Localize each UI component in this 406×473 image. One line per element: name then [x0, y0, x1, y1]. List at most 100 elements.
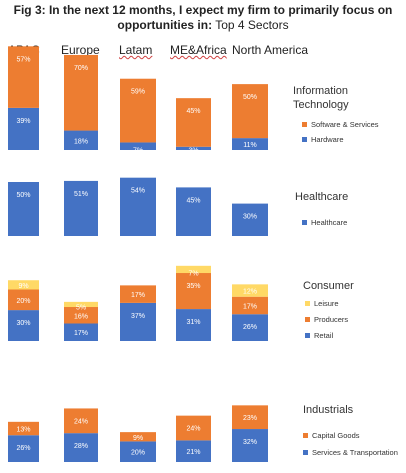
bar-consumer-latam-producers [120, 285, 156, 303]
bar-healthcare-apac-healthcare [8, 182, 39, 236]
data-label-healthcare-north-america-healthcare: 30% [243, 214, 257, 221]
data-label-industrials-latam-services-and-transportation: 20% [131, 450, 145, 457]
bar-industrials-apac-capital-goods [8, 421, 39, 436]
data-label-industrials-me-and-africa-capital-goods: 24% [186, 426, 200, 433]
data-label-information-technology-latam-hardware: 7% [133, 148, 143, 155]
sector-title-consumer: Consumer [303, 280, 354, 292]
data-label-consumer-north-america-retail: 26% [243, 324, 257, 331]
region-label-north-america: North America [232, 43, 309, 57]
bar-information-technology-latam-software-and-services [120, 78, 156, 143]
bar-consumer-europe-leisure [64, 301, 98, 308]
bar-consumer-europe-producers [64, 307, 98, 324]
sector-title-healthcare: Healthcare [295, 191, 348, 203]
bar-information-technology-apac-software-and-services [8, 46, 39, 108]
data-label-industrials-europe-services-and-transportation: 28% [74, 443, 88, 450]
data-label-consumer-north-america-producers: 17% [243, 303, 257, 310]
legend-swatch-information-technology-hardware [302, 137, 307, 142]
legend-label-information-technology-hardware: Hardware [311, 135, 344, 144]
panel-industrials: 26% 13% 28% 24% 20% 9% 21% 24% 32% 23% Industrials… [8, 404, 398, 462]
bar-industrials-europe-services-and-transportation [64, 433, 98, 462]
bar-consumer-north-america-leisure [232, 284, 268, 297]
data-label-industrials-latam-capital-goods: 9% [133, 435, 143, 442]
chart-title-bold: Fig 3: In the next 12 months, I expect m… [13, 3, 393, 32]
bar-consumer-europe-retail [64, 323, 98, 341]
sector-title-information-technology-line-2: Technology [293, 99, 349, 111]
bar-information-technology-europe-hardware [64, 130, 98, 150]
data-label-information-technology-apac-software-and-services: 57% [16, 56, 30, 63]
data-label-industrials-europe-capital-goods: 24% [74, 418, 88, 425]
data-label-consumer-apac-retail: 30% [16, 320, 30, 327]
bar-information-technology-north-america-software-and-services [232, 84, 268, 139]
bar-industrials-north-america-services-and-transportation [232, 429, 268, 462]
sector-title-information-technology-line-1: Information [293, 85, 348, 97]
bar-healthcare-europe-healthcare [64, 180, 98, 236]
legend-swatch-information-technology-software-and-services [302, 122, 307, 127]
sector-title-industrials: Industrials [303, 404, 354, 416]
bar-industrials-apac-services-and-transportation [8, 435, 39, 462]
data-label-consumer-europe-producers: 16% [74, 313, 88, 320]
data-label-industrials-north-america-capital-goods: 23% [243, 415, 257, 422]
legend-swatch-industrials-capital-goods [303, 433, 308, 438]
legend-swatch-consumer-retail [305, 333, 310, 338]
data-label-industrials-apac-capital-goods: 13% [16, 427, 30, 434]
data-label-information-technology-latam-software-and-services: 59% [131, 89, 145, 96]
data-label-information-technology-me-and-africa-software-and-services: 45% [186, 108, 200, 115]
legend-swatch-consumer-leisure [305, 301, 310, 306]
legend-label-industrials-services-and-transportation: Services & Transportation [312, 448, 398, 457]
legend-label-consumer-producers: Producers [314, 315, 348, 324]
legend-swatch-industrials-services-and-transportation [303, 450, 308, 455]
bar-information-technology-apac-hardware [8, 107, 39, 150]
bar-consumer-apac-retail [8, 310, 39, 341]
bar-consumer-apac-producers [8, 289, 39, 311]
data-label-consumer-north-america-leisure: 12% [243, 289, 257, 296]
legend-label-consumer-retail: Retail [314, 331, 334, 340]
panel-information-technology: 39% 57% 18% 70% 7% 59% 3% 45% 11% 50% Information T… [8, 46, 379, 155]
data-label-information-technology-europe-software-and-services: 70% [74, 65, 88, 72]
data-label-information-technology-north-america-software-and-services: 50% [243, 94, 257, 101]
legend-label-information-technology-software-and-services: Software & Services [311, 120, 379, 129]
bar-consumer-me-and-africa-producers [176, 273, 211, 310]
legend-swatch-consumer-producers [305, 317, 310, 322]
data-label-healthcare-europe-healthcare: 51% [74, 191, 88, 198]
data-label-information-technology-apac-hardware: 39% [16, 118, 30, 125]
bar-industrials-me-and-africa-services-and-transportation [176, 440, 211, 462]
bar-information-technology-europe-software-and-services [64, 54, 98, 131]
data-label-consumer-apac-leisure: 9% [18, 283, 28, 290]
bar-information-technology-north-america-hardware [232, 138, 268, 150]
bar-industrials-europe-capital-goods [64, 408, 98, 434]
bar-healthcare-latam-healthcare [120, 177, 156, 236]
bar-information-technology-me-and-africa-hardware [176, 146, 211, 150]
data-label-industrials-north-america-services-and-transportation: 32% [243, 439, 257, 446]
bar-consumer-north-america-retail [232, 314, 268, 341]
data-label-consumer-apac-producers: 20% [16, 298, 30, 305]
panel-healthcare: 50% 51% 54% 45% 30% Healthcare Healthcare [8, 177, 348, 236]
data-label-consumer-me-and-africa-producers: 35% [186, 283, 200, 290]
data-label-healthcare-latam-healthcare: 54% [131, 188, 145, 195]
region-label-europe: Europe [61, 43, 100, 57]
chart-title-normal: Top 4 Sectors [212, 18, 289, 32]
data-label-information-technology-europe-hardware: 18% [74, 138, 88, 145]
legend-swatch-healthcare-healthcare [302, 220, 307, 225]
bar-information-technology-latam-hardware [120, 142, 156, 150]
bar-industrials-me-and-africa-capital-goods [176, 415, 211, 441]
bar-consumer-me-and-africa-leisure [176, 265, 211, 274]
data-label-information-technology-me-and-africa-hardware: 3% [188, 148, 198, 155]
legend-label-healthcare-healthcare: Healthcare [311, 218, 347, 227]
data-label-healthcare-me-and-africa-healthcare: 45% [186, 197, 200, 204]
data-label-industrials-apac-services-and-transportation: 26% [16, 445, 30, 452]
bar-industrials-latam-capital-goods [120, 432, 156, 442]
data-label-consumer-me-and-africa-leisure: 7% [188, 271, 198, 278]
data-label-consumer-latam-retail: 37% [131, 313, 145, 320]
region-label-me-africa: ME&Africa [170, 43, 227, 57]
data-label-consumer-me-and-africa-retail: 31% [186, 319, 200, 326]
bar-industrials-north-america-capital-goods [232, 405, 268, 430]
bar-consumer-apac-leisure [8, 280, 39, 290]
region-label-latam: Latam [119, 43, 153, 57]
panel-consumer: 30% 20% 9% 17% 16%5% 37% 17% 31% 35% 7% 26% 17% 12% C… [8, 265, 354, 341]
data-label-information-technology-north-america-hardware: 11% [243, 142, 257, 149]
legend-label-consumer-leisure: Leisure [314, 299, 339, 308]
data-label-healthcare-apac-healthcare: 50% [16, 192, 30, 199]
data-label-consumer-latam-producers: 17% [131, 292, 145, 299]
bar-healthcare-me-and-africa-healthcare [176, 187, 211, 236]
